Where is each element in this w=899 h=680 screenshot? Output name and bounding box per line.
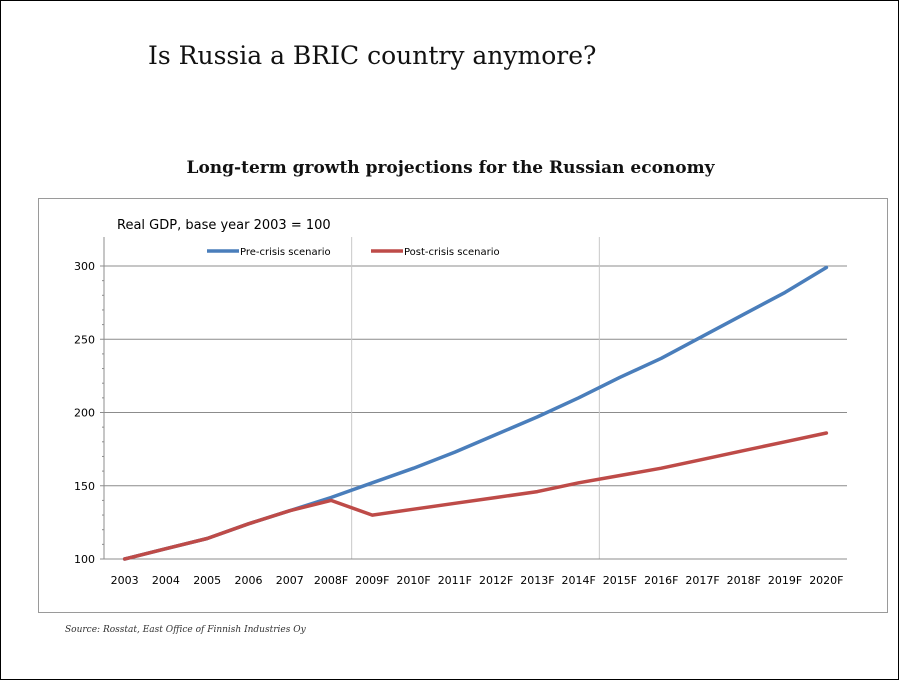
slide-title: Is Russia a BRIC country anymore? <box>148 41 597 70</box>
x-tick-label: 2017F <box>685 574 719 587</box>
x-tick-label: 2020F <box>809 574 843 587</box>
series-group <box>122 265 829 561</box>
series-line-post-crisis-scenario <box>122 431 829 561</box>
x-tick-label: 2012F <box>479 574 513 587</box>
grid <box>104 237 847 559</box>
x-tick-label: 2013F <box>520 574 554 587</box>
x-tick-label: 2009F <box>355 574 389 587</box>
legend-label-post-crisis-scenario: Post-crisis scenario <box>404 247 500 258</box>
source-note: Source: Rosstat, East Office of Finnish … <box>65 625 306 635</box>
y-tick-label: 150 <box>74 480 95 493</box>
legend-label-pre-crisis-scenario: Pre-crisis scenario <box>240 247 331 258</box>
x-tick-label: 2008F <box>314 574 348 587</box>
y-tick-label: 200 <box>74 407 95 420</box>
x-tick-label: 2007 <box>276 574 304 587</box>
x-tick-label: 2011F <box>438 574 472 587</box>
y-tick-label: 100 <box>74 553 95 566</box>
x-tick-label: 2015F <box>603 574 637 587</box>
x-tick-label: 2005 <box>193 574 221 587</box>
x-tick-label: 2003 <box>111 574 139 587</box>
x-tick-label: 2018F <box>727 574 761 587</box>
x-tick-label: 2006 <box>234 574 262 587</box>
y-axis-label: Real GDP, base year 2003 = 100 <box>117 218 331 233</box>
x-tick-label: 2004 <box>152 574 180 587</box>
chart-title: Long-term growth projections for the Rus… <box>186 158 715 178</box>
axes: 100 150 200 250 300 2003 2004 2005 2006 2007 2008F… <box>74 237 847 587</box>
x-tick-label: 2016F <box>644 574 678 587</box>
line-chart: Real GDP, base year 2003 = 100 Pre-crisi… <box>74 218 847 587</box>
legend: Pre-crisis scenario Post-crisis scenario <box>207 247 500 258</box>
y-tick-label: 300 <box>74 260 95 273</box>
x-tick-label: 2019F <box>768 574 802 587</box>
chart-frame: Real GDP, base year 2003 = 100 Pre-crisi… <box>38 198 888 613</box>
x-tick-label: 2014F <box>562 574 596 587</box>
y-tick-label: 250 <box>74 333 95 346</box>
series-line-pre-crisis-scenario <box>122 265 829 561</box>
x-tick-label: 2010F <box>396 574 430 587</box>
